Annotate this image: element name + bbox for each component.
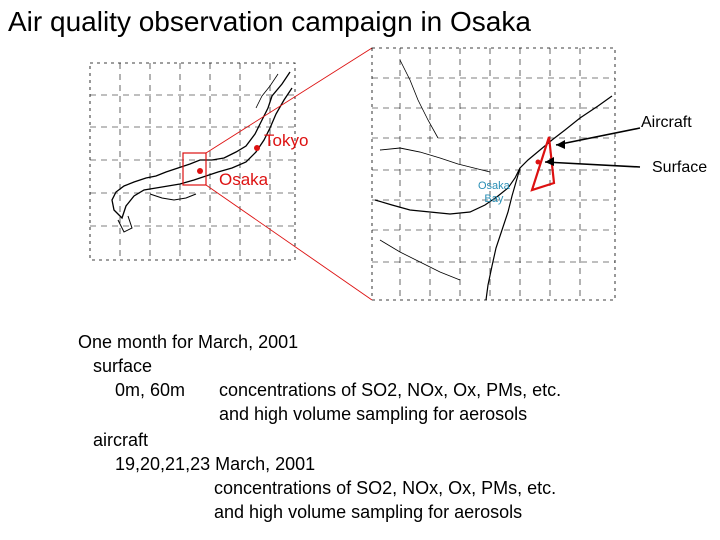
aircraft-label: Aircraft bbox=[641, 114, 692, 131]
aircraft-description-1: concentrations of SO2, NOx, Ox, PMs, etc… bbox=[214, 478, 557, 498]
osaka-bay-label-line2: Bay bbox=[484, 193, 504, 205]
tokyo-marker bbox=[254, 145, 260, 151]
surface-description-2: and high volume sampling for aerosols bbox=[219, 404, 528, 424]
surface-heading: surface bbox=[93, 356, 153, 376]
aircraft-description-2: and high volume sampling for aerosols bbox=[214, 502, 523, 522]
aircraft-dates: 19,20,21,23 March, 2001 bbox=[115, 454, 316, 474]
surface-label: Surface bbox=[652, 159, 708, 176]
osaka-marker bbox=[197, 168, 203, 174]
osaka-bay-label-line1: Osaka bbox=[478, 180, 510, 192]
osaka-detail-map bbox=[371, 47, 641, 301]
surface-description-1: concentrations of SO2, NOx, Ox, PMs, etc… bbox=[219, 380, 562, 400]
tokyo-label: Tokyo bbox=[264, 131, 309, 150]
surface-levels: 0m, 60m bbox=[115, 380, 186, 400]
campaign-period: One month for March, 2001 bbox=[78, 332, 299, 352]
aircraft-heading: aircraft bbox=[93, 430, 149, 450]
osaka-label: Osaka bbox=[219, 170, 269, 189]
japan-overview-map bbox=[89, 62, 296, 261]
osaka-bay-label: Osaka Bay bbox=[478, 180, 510, 206]
page-title: Air quality observation campaign in Osak… bbox=[8, 6, 531, 37]
surface-site-marker bbox=[535, 159, 541, 165]
